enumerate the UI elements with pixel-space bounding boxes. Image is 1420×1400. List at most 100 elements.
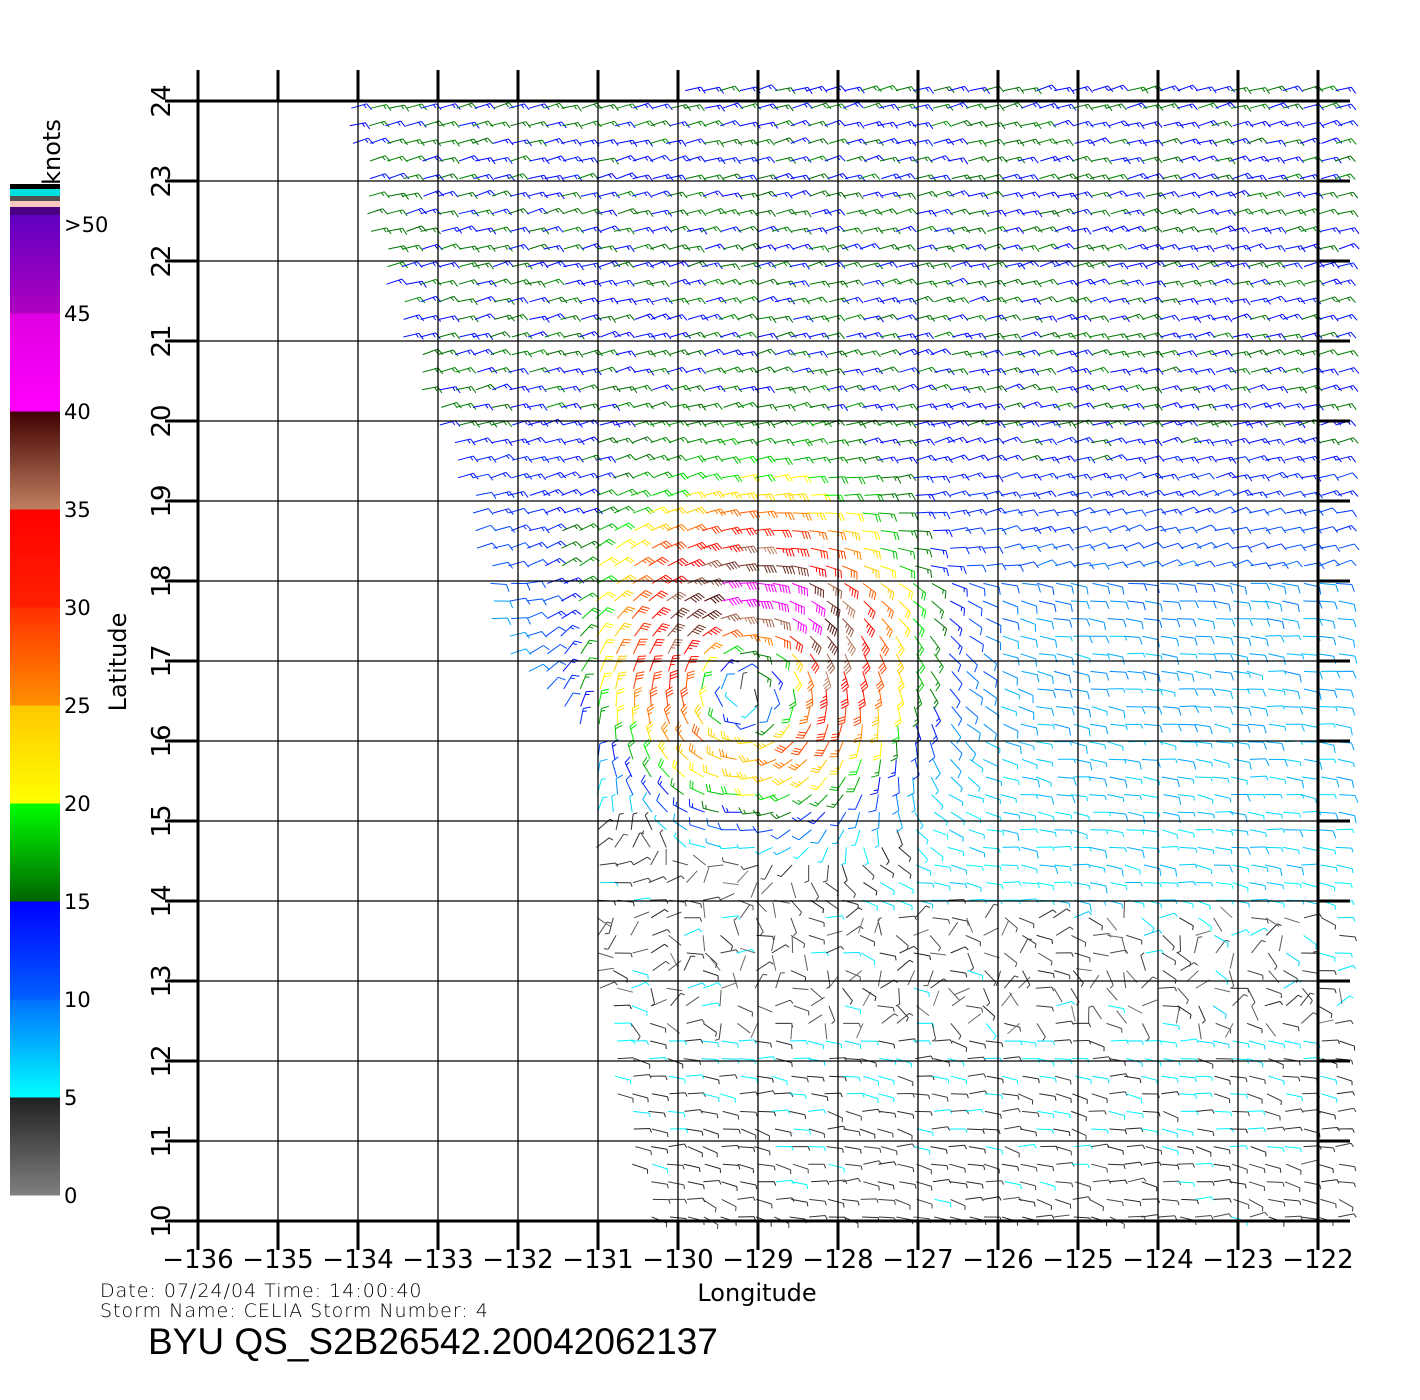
wind-barb (775, 386, 797, 394)
wind-barb (617, 987, 634, 993)
wind-barb (1071, 208, 1093, 216)
wind-barb (1233, 670, 1251, 678)
wind-barb (546, 296, 568, 304)
wind-barb (789, 262, 811, 270)
wind-barb (632, 590, 653, 602)
wind-barb (721, 1040, 739, 1048)
wind-barb (685, 420, 707, 428)
wind-barb (1284, 1215, 1303, 1221)
wind-barb (1055, 582, 1074, 594)
wind-barb (1268, 670, 1287, 675)
wind-barb (1230, 386, 1251, 394)
wind-barb (877, 420, 898, 428)
wind-barb (525, 473, 547, 481)
wind-barb (982, 846, 1001, 853)
wind-barb (898, 882, 914, 894)
wind-barb (630, 1023, 641, 1041)
wind-barb (966, 508, 988, 516)
wind-barb (1161, 508, 1183, 516)
wind-barb (1021, 864, 1038, 874)
wind-barb (666, 591, 687, 602)
wind-barb (1194, 245, 1215, 253)
wind-barb (1107, 84, 1129, 92)
wind-barb (579, 673, 594, 690)
wind-barb (1247, 811, 1265, 820)
wind-barb (385, 120, 406, 128)
wind-barb (1159, 85, 1181, 92)
wind-barb (1179, 846, 1198, 853)
wind-barb (1337, 120, 1359, 127)
wind-barb (1266, 618, 1285, 630)
wind-barb (614, 121, 636, 129)
colorbar-overflow-swatch (10, 184, 60, 189)
wind-barb (1142, 367, 1164, 375)
wind-barb (1018, 741, 1035, 751)
wind-barb (1145, 1146, 1163, 1155)
wind-barb (683, 1163, 701, 1172)
wind-barb (1124, 1075, 1142, 1084)
wind-barb (1162, 723, 1182, 732)
wind-barb (740, 904, 751, 919)
wind-barb (687, 624, 707, 637)
x-tick-label: −125 (1042, 1245, 1113, 1275)
wind-barb (650, 332, 672, 340)
wind-barb (739, 296, 760, 303)
wind-barb (672, 860, 689, 866)
wind-barb (948, 1144, 967, 1150)
wind-barb (791, 936, 794, 954)
wind-barb (438, 295, 460, 303)
wind-barb (1145, 600, 1163, 612)
wind-barb (947, 314, 969, 321)
wind-barb (666, 1163, 685, 1170)
wind-barb (1213, 278, 1234, 285)
wind-barb (507, 314, 529, 321)
wind-barb (1127, 490, 1149, 498)
wind-barb (560, 315, 581, 323)
wind-barb (616, 538, 637, 549)
wind-barb (685, 297, 706, 305)
wind-barb (750, 1023, 758, 1039)
wind-barb (862, 653, 871, 675)
wind-barb (420, 103, 442, 111)
wind-barb (792, 618, 807, 635)
wind-barb (1073, 262, 1095, 269)
wind-barb (967, 794, 984, 803)
wind-barb (868, 794, 879, 813)
wind-barb (1001, 333, 1022, 341)
wind-barb (1000, 314, 1022, 322)
wind-barb (719, 1093, 736, 1103)
wind-barb (1002, 846, 1021, 852)
wind-barb (740, 671, 748, 690)
wind-barb (877, 1128, 894, 1138)
wind-barb (617, 139, 638, 147)
wind-barb (704, 578, 725, 587)
wind-barb (1194, 936, 1203, 954)
colorbar-bin (10, 509, 60, 608)
wind-barb (651, 1128, 669, 1138)
wind-barb (1198, 1023, 1202, 1040)
wind-barb (596, 917, 611, 927)
wind-barb (967, 1073, 987, 1078)
wind-barb (1070, 526, 1092, 533)
wind-barb (949, 226, 971, 234)
wind-barb (1336, 995, 1354, 1007)
wind-barb (1317, 723, 1336, 728)
wind-barb (1319, 261, 1340, 269)
wind-barb (1338, 227, 1360, 235)
wind-barb (894, 244, 916, 252)
wind-barb (613, 1004, 632, 1010)
wind-barb (809, 1198, 827, 1206)
wind-barb (1070, 227, 1092, 235)
wind-barb (719, 209, 741, 216)
wind-barb (457, 455, 479, 463)
wind-barb (668, 654, 681, 672)
wind-barb (932, 208, 954, 216)
wind-barb (597, 139, 619, 147)
wind-barb (1197, 190, 1219, 197)
wind-barb (844, 493, 865, 502)
wind-barb (878, 244, 900, 251)
wind-barb (948, 829, 964, 842)
wind-barb (1249, 758, 1270, 766)
wind-barb (1072, 120, 1094, 128)
wind-barb (878, 653, 887, 675)
